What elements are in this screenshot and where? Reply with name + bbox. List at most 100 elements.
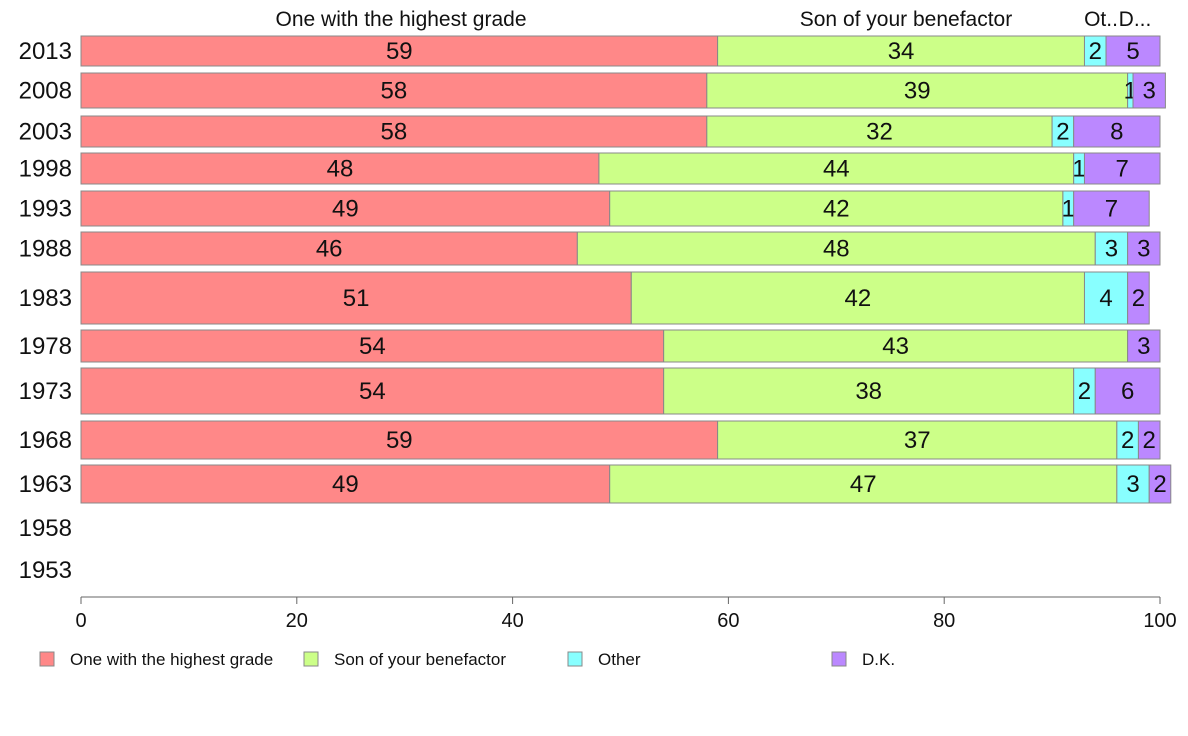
category-label-1968: 1968	[19, 427, 72, 454]
data-label-1968-series-2: 2	[1121, 427, 1134, 454]
legend: One with the highest grade Son of your be…	[39, 650, 895, 669]
column-header-1: Son of your benefactor	[800, 8, 1012, 31]
data-label-1993-series-2: 1	[1062, 196, 1075, 223]
bar-1963-series-2	[1116, 464, 1150, 504]
bar-2003-series-3	[1073, 115, 1161, 148]
data-label-1988-series-1: 48	[823, 236, 850, 263]
bar-2003-series-0	[80, 115, 708, 148]
data-label-1983-series-3: 2	[1132, 285, 1145, 312]
data-label-1998-series-3: 7	[1116, 156, 1129, 183]
legend-swatch-2	[567, 651, 583, 667]
data-label-1993-series-3: 7	[1105, 196, 1118, 223]
data-label-2013-series-3: 5	[1126, 38, 1139, 65]
bar-2008-series-3	[1132, 72, 1166, 109]
category-label-2013: 2013	[19, 38, 72, 65]
data-label-2003-series-3: 8	[1110, 119, 1123, 146]
bar-2003-series-1	[706, 115, 1053, 148]
bar-1998-series-0	[80, 152, 600, 185]
data-label-2008-series-1: 39	[904, 78, 931, 105]
bar-1983-series-0	[80, 271, 632, 325]
category-label-2008: 2008	[19, 78, 72, 105]
bar-2013-series-0	[80, 35, 719, 67]
data-label-1963-series-0: 49	[332, 471, 359, 498]
data-label-1998-series-2: 1	[1072, 156, 1085, 183]
x-tick-label-60: 60	[717, 610, 739, 632]
bar-1983-series-2	[1083, 271, 1129, 325]
data-label-1973-series-2: 2	[1078, 378, 1091, 405]
data-label-1988-series-0: 46	[316, 236, 343, 263]
data-label-1993-series-0: 49	[332, 196, 359, 223]
bar-1978-series-0	[80, 329, 665, 363]
legend-label-2: Other	[598, 650, 641, 669]
data-label-1963-series-1: 47	[850, 471, 877, 498]
column-header-0: One with the highest grade	[276, 8, 527, 31]
x-tick-label-20: 20	[286, 610, 308, 632]
bars: 59 34 2 558 39 1 358 32 2 848 44 1 749 42 1 746 48 3 351 42…	[80, 35, 1172, 504]
bar-2008-series-0	[80, 72, 708, 109]
bar-1998-series-3	[1083, 152, 1161, 185]
bar-1988-series-1	[576, 231, 1096, 266]
data-label-1983-series-2: 4	[1099, 285, 1112, 312]
column-headers: One with the highest grade Son of your be…	[276, 8, 1152, 31]
bar-1983-series-1	[630, 271, 1085, 325]
data-label-2008-series-0: 58	[381, 78, 408, 105]
bar-1973-series-3	[1094, 367, 1161, 415]
x-tick-label-40: 40	[501, 610, 523, 632]
category-label-1983: 1983	[19, 285, 72, 312]
legend-swatch-1	[303, 651, 319, 667]
x-tick-label-0: 0	[75, 610, 86, 632]
data-label-1968-series-0: 59	[386, 427, 413, 454]
bar-1978-series-3	[1127, 329, 1161, 363]
data-label-1998-series-0: 48	[327, 156, 354, 183]
bar-1963-series-0	[80, 464, 611, 504]
category-label-1963: 1963	[19, 471, 72, 498]
bar-1963-series-1	[609, 464, 1118, 504]
x-tick-label-80: 80	[933, 610, 955, 632]
data-label-1988-series-3: 3	[1137, 236, 1150, 263]
data-label-2003-series-1: 32	[866, 119, 893, 146]
data-label-1973-series-0: 54	[359, 378, 386, 405]
bar-1988-series-3	[1127, 231, 1161, 266]
data-label-1983-series-0: 51	[343, 285, 370, 312]
bar-1983-series-3	[1127, 271, 1150, 325]
category-label-2003: 2003	[19, 119, 72, 146]
bar-1978-series-1	[663, 329, 1129, 363]
category-label-1953: 1953	[19, 557, 72, 584]
data-label-2008-series-3: 3	[1143, 78, 1156, 105]
x-axis: 0 20 40 60 80 100	[75, 596, 1177, 632]
category-label-1993: 1993	[19, 196, 72, 223]
data-label-1973-series-3: 6	[1121, 378, 1134, 405]
data-label-1998-series-1: 44	[823, 156, 850, 183]
x-tick-label-100: 100	[1143, 610, 1176, 632]
category-label-1978: 1978	[19, 333, 72, 360]
bar-2013-series-1	[717, 35, 1085, 67]
data-label-2013-series-0: 59	[386, 38, 413, 65]
data-label-2003-series-0: 58	[381, 119, 408, 146]
category-label-1958: 1958	[19, 515, 72, 542]
category-labels: 2013 2008 2003 1998 1993 1988 1983 1978 1973 1968…	[19, 38, 72, 584]
bar-1993-series-3	[1073, 190, 1150, 227]
bar-1973-series-1	[663, 367, 1075, 415]
legend-label-1: Son of your benefactor	[334, 650, 506, 669]
data-label-2003-series-2: 2	[1056, 119, 1069, 146]
data-label-2013-series-2: 2	[1089, 38, 1102, 65]
bar-2008-series-1	[706, 72, 1129, 109]
category-label-1988: 1988	[19, 236, 72, 263]
legend-swatch-3	[831, 651, 847, 667]
bar-1993-series-1	[609, 190, 1064, 227]
column-header-3: D...	[1119, 8, 1152, 31]
data-label-1963-series-2: 3	[1126, 471, 1139, 498]
data-label-1978-series-3: 3	[1137, 333, 1150, 360]
legend-label-0: One with the highest grade	[70, 650, 273, 669]
category-label-1973: 1973	[19, 378, 72, 405]
legend-label-3: D.K.	[862, 650, 895, 669]
data-label-2013-series-1: 34	[888, 38, 915, 65]
data-label-1978-series-1: 43	[882, 333, 909, 360]
data-label-1983-series-1: 42	[845, 285, 872, 312]
data-label-1973-series-1: 38	[855, 378, 882, 405]
bar-1993-series-0	[80, 190, 611, 227]
legend-swatch-0	[39, 651, 55, 667]
data-label-1978-series-0: 54	[359, 333, 386, 360]
column-header-2: Ot..	[1084, 8, 1118, 31]
